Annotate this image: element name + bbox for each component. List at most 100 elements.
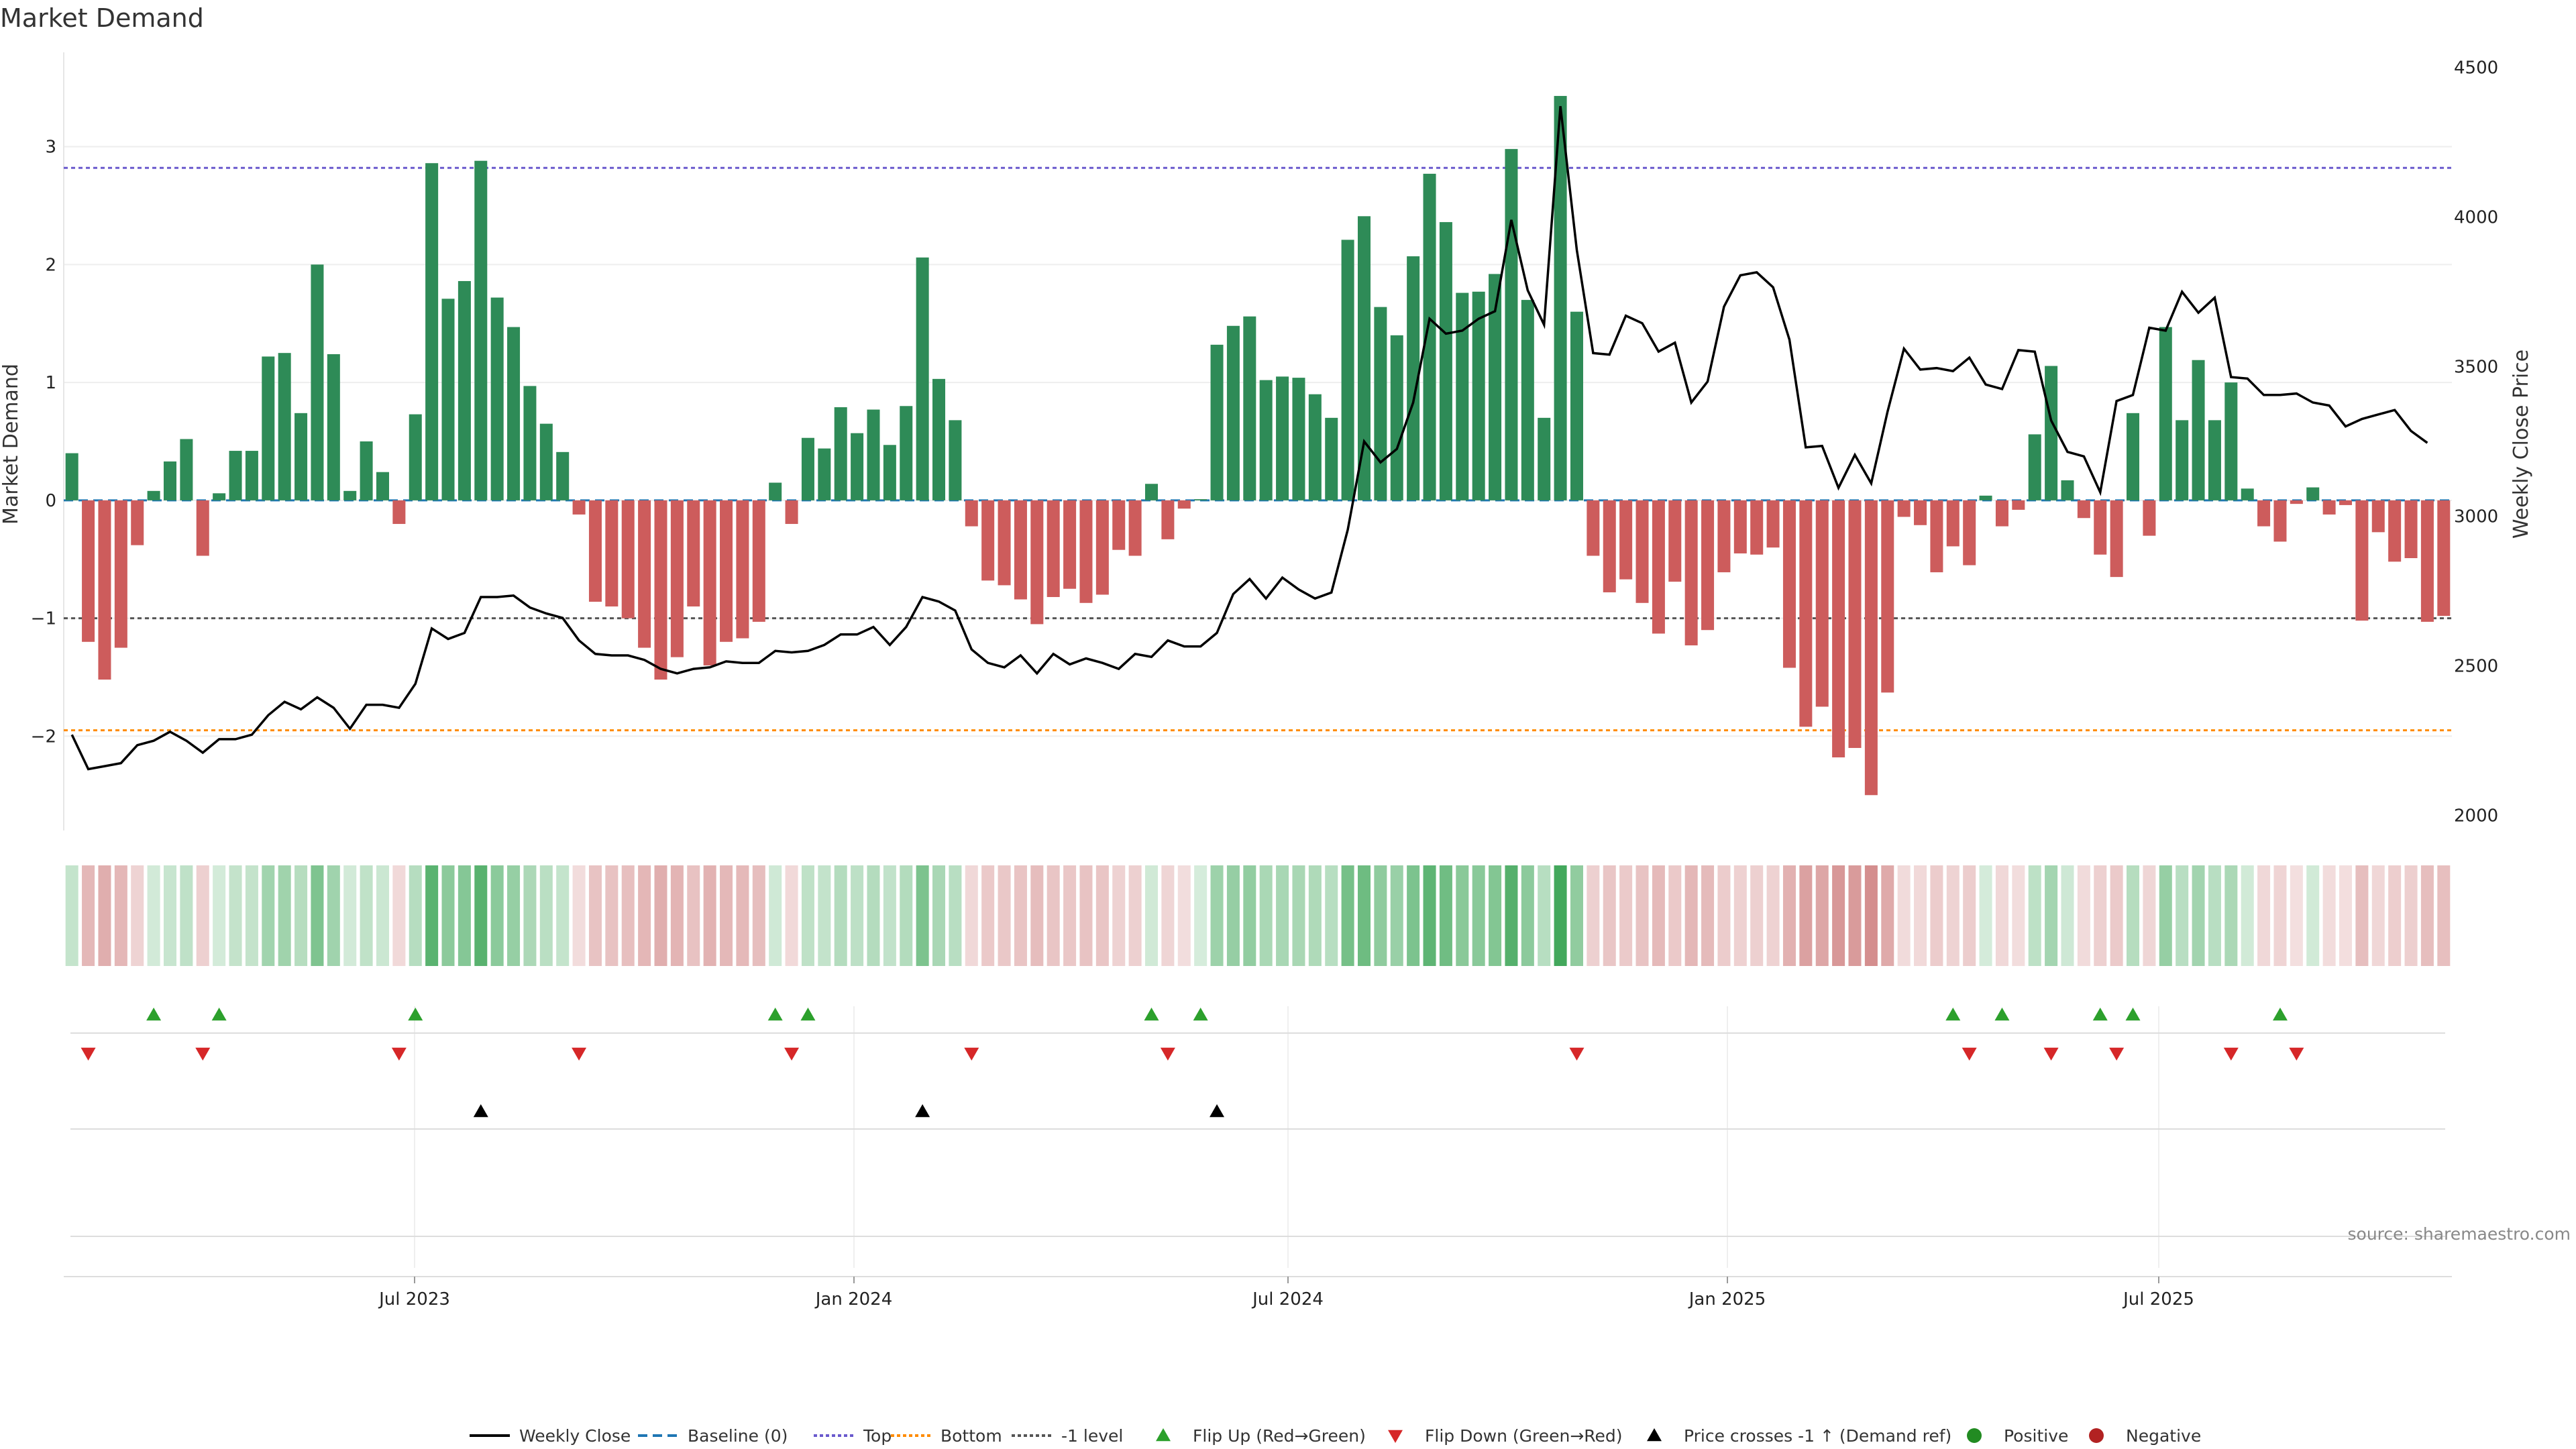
demand-bar <box>752 500 765 622</box>
heat-cell <box>539 865 553 966</box>
demand-bar <box>425 163 439 500</box>
right-tick-label: 4000 <box>2454 207 2498 227</box>
heat-cell <box>490 865 504 966</box>
heat-cell <box>425 865 439 966</box>
legend-swatch <box>2089 1428 2104 1443</box>
heat-cell <box>900 865 913 966</box>
demand-bar <box>2159 327 2172 500</box>
x-tick-label: Jan 2025 <box>1688 1289 1766 1309</box>
heat-cell <box>1226 865 1240 966</box>
heat-cell <box>213 865 226 966</box>
left-tick-label: 3 <box>45 138 56 158</box>
flip-down-marker <box>964 1047 979 1061</box>
legend-swatch <box>1967 1428 1982 1443</box>
demand-bar <box>703 500 716 665</box>
heat-cell <box>834 865 847 966</box>
heat-cell <box>2224 865 2238 966</box>
heat-cell <box>1946 865 1960 966</box>
left-tick-label: 0 <box>45 491 56 511</box>
demand-bar <box>1407 256 1420 500</box>
demand-bar <box>916 257 929 500</box>
heat-cell <box>1832 865 1845 966</box>
heat-cell <box>1390 865 1403 966</box>
flip-down-marker <box>572 1047 587 1061</box>
demand-bar <box>376 472 389 500</box>
heat-cell <box>1635 865 1649 966</box>
heat-cell <box>1177 865 1191 966</box>
demand-bar <box>1848 500 1862 748</box>
heat-cell <box>1276 865 1289 966</box>
heat-cell <box>1439 865 1452 966</box>
demand-bar <box>1210 344 1224 500</box>
demand-bar <box>998 500 1011 586</box>
flip-up-marker <box>1193 1008 1208 1021</box>
demand-bar <box>1030 500 1044 625</box>
demand-bar <box>523 386 537 500</box>
x-tick-label: Jul 2023 <box>378 1289 450 1309</box>
demand-bar <box>278 353 291 500</box>
heat-cell <box>2388 865 2402 966</box>
heat-cell <box>1030 865 1044 966</box>
demand-bar <box>1439 222 1452 500</box>
flip-up-marker <box>2092 1008 2108 1021</box>
left-tick-label: −1 <box>31 609 56 629</box>
demand-bar <box>1505 149 1518 500</box>
heat-cell <box>2143 865 2156 966</box>
demand-bar <box>1112 500 1126 550</box>
heat-cell <box>2110 865 2123 966</box>
heat-cell <box>180 865 193 966</box>
heat-cell <box>163 865 177 966</box>
flip-down-marker <box>2289 1047 2304 1061</box>
demand-bar <box>1963 500 1976 566</box>
demand-bar <box>720 500 733 642</box>
demand-bar <box>343 490 357 500</box>
heat-cell <box>1521 865 1534 966</box>
demand-bar <box>1341 239 1354 500</box>
heat-cell <box>1652 865 1665 966</box>
flip-up-marker <box>408 1008 423 1021</box>
heat-cell <box>1864 865 1878 966</box>
demand-bar <box>114 500 127 648</box>
demand-bar <box>245 451 258 500</box>
demand-bar <box>1472 291 1485 500</box>
flip-down-marker <box>2109 1047 2125 1061</box>
heat-cell <box>654 865 667 966</box>
flip-down-marker <box>1569 1047 1585 1061</box>
demand-bar <box>2306 487 2320 500</box>
demand-bar <box>2290 500 2303 504</box>
demand-bar <box>883 445 896 500</box>
heat-cell <box>556 865 570 966</box>
demand-bar <box>687 500 700 607</box>
heat-cell <box>1046 865 1060 966</box>
demand-bar <box>1799 500 1813 727</box>
left-tick-label: 1 <box>45 373 56 393</box>
heat-cell <box>769 865 782 966</box>
heat-cell <box>327 865 340 966</box>
heat-cell <box>1603 865 1616 966</box>
flip-down-marker <box>391 1047 407 1061</box>
heat-cell <box>278 865 291 966</box>
heat-cell <box>1930 865 1943 966</box>
demand-bar <box>1079 500 1093 603</box>
flip-up-marker <box>800 1008 816 1021</box>
heat-cell <box>1995 865 2008 966</box>
demand-bar <box>490 297 504 500</box>
heat-cell <box>1112 865 1126 966</box>
flip-up-marker <box>146 1008 162 1021</box>
heat-cell <box>932 865 946 966</box>
heat-cell <box>262 865 275 966</box>
demand-bar <box>1979 495 1992 500</box>
legend-label: Price crosses -1 ↑ (Demand ref) <box>1684 1426 1951 1446</box>
heat-cell <box>1341 865 1354 966</box>
heat-cell <box>2012 865 2025 966</box>
heat-cell <box>147 865 160 966</box>
heat-cell <box>474 865 488 966</box>
demand-bar <box>507 327 521 500</box>
legend-label: Top <box>863 1426 892 1446</box>
right-tick-label: 3500 <box>2454 357 2498 377</box>
flip-down-marker <box>1160 1047 1175 1061</box>
heat-cell <box>1587 865 1600 966</box>
demand-bar <box>1701 500 1715 631</box>
demand-bar <box>392 500 406 525</box>
